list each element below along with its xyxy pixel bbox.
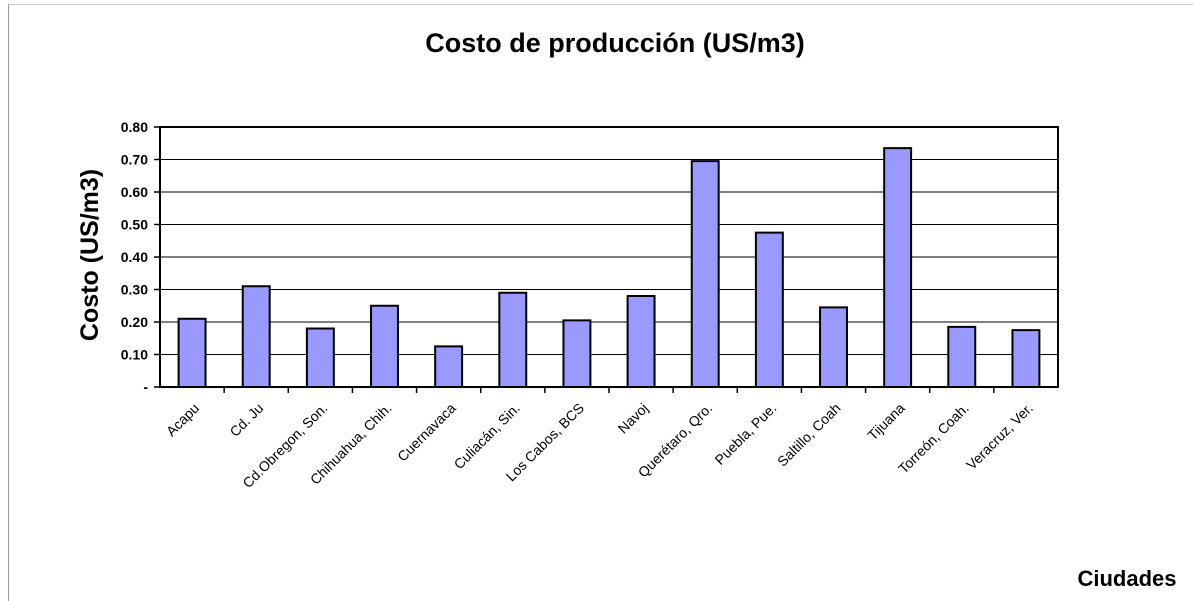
x-tick-label: Culiacán, Sin. bbox=[451, 400, 523, 472]
y-tick-label: 0.40 bbox=[121, 249, 148, 265]
y-axis-label: Costo (US/m3) bbox=[76, 169, 104, 341]
chart-title: Costo de producción (US/m3) bbox=[425, 28, 805, 58]
y-tick-label: 0.50 bbox=[121, 217, 148, 233]
bar-5 bbox=[434, 345, 464, 388]
x-tick-label: Cd. Ju bbox=[226, 400, 266, 440]
x-tick-label: Puebla, Pue. bbox=[711, 400, 779, 468]
x-axis-label: Ciudades bbox=[1077, 566, 1176, 591]
plot-area: - 0.10 0.20 0.30 0.40 0.50 0.60 0.70 0.80 Acapu Cd… bbox=[121, 119, 1059, 491]
bar-13 bbox=[947, 325, 977, 388]
y-tick-label: 0.80 bbox=[121, 119, 148, 135]
bar-9 bbox=[690, 160, 720, 388]
bar-10 bbox=[754, 231, 784, 388]
bar-14 bbox=[1011, 329, 1041, 388]
bar-1 bbox=[177, 317, 207, 388]
x-tick-label: Saltillo, Coah bbox=[774, 400, 844, 470]
y-tick-label: 0.70 bbox=[121, 152, 148, 168]
x-tick-label: Navoj bbox=[615, 400, 652, 437]
x-tick-label: Acapu bbox=[163, 400, 202, 439]
y-tick-label: 0.20 bbox=[121, 314, 148, 330]
bar-11 bbox=[819, 306, 848, 388]
y-tick-label: 0.10 bbox=[121, 347, 148, 363]
y-tick-label: 0.30 bbox=[121, 282, 148, 298]
bar-6 bbox=[498, 291, 528, 388]
bar-12 bbox=[883, 147, 913, 388]
bar-4 bbox=[370, 304, 399, 388]
bar-3 bbox=[305, 327, 335, 388]
y-tick-label: 0.60 bbox=[121, 184, 148, 200]
bar-8 bbox=[626, 295, 656, 388]
bar-7 bbox=[562, 319, 592, 388]
y-tick-label: - bbox=[143, 379, 148, 395]
chart-frame bbox=[8, 4, 1193, 601]
x-tick-label: Tijuana bbox=[864, 400, 908, 444]
x-tick-label: Cuernavaca bbox=[394, 400, 459, 465]
x-tick-label: Veracruz, Ver. bbox=[963, 400, 1036, 473]
bar-2 bbox=[241, 285, 271, 388]
